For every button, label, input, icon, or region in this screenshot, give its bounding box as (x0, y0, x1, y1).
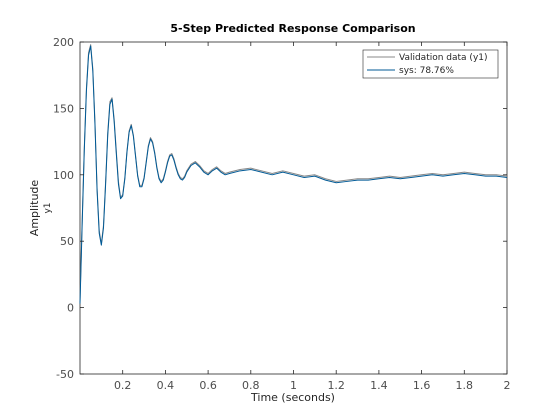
series-line-validation (79, 44, 508, 301)
x-tick-label: 0.2 (114, 379, 132, 392)
x-tick-label: 0.6 (199, 379, 217, 392)
x-axis: 0.2 0.4 0.6 0.8 1 1.2 1.4 1.6 1.8 2 (114, 42, 511, 392)
x-tick-label: 2 (504, 379, 511, 392)
y-axis: -50 0 50 100 150 200 (53, 36, 507, 381)
axes-box (79, 41, 508, 375)
y-axis-label: Amplitude (28, 180, 41, 237)
x-tick-label: 1.4 (370, 379, 388, 392)
y-tick-label: 100 (53, 169, 74, 182)
y-tick-label: 150 (53, 102, 74, 115)
x-tick-label: 1.8 (456, 379, 474, 392)
x-tick-label: 1.2 (327, 379, 345, 392)
x-tick-label: 0.8 (242, 379, 260, 392)
chart-title: 5-Step Predicted Response Comparison (170, 22, 415, 35)
y-tick-label: 200 (53, 36, 74, 49)
x-tick-label: 1 (290, 379, 297, 392)
legend: Validation data (y1) sys: 78.76% (362, 49, 499, 79)
legend-entry-validation: Validation data (y1) (399, 53, 488, 63)
y-tick-label: 50 (60, 235, 74, 248)
y-tick-label: -50 (56, 368, 74, 381)
x-tick-label: 1.6 (413, 379, 431, 392)
legend-box (362, 49, 499, 79)
y-axis-sublabel: y1 (43, 202, 53, 213)
y-tick-label: 0 (67, 302, 74, 315)
plot-area: 0.2 0.4 0.6 0.8 1 1.2 1.4 1.6 1.8 2 -50 0 50 100 150 2… (53, 36, 511, 392)
x-tick-label: 0.4 (157, 379, 175, 392)
series-layer (79, 44, 508, 304)
legend-entry-sys: sys: 78.76% (399, 66, 454, 76)
series-line-sys (79, 45, 508, 304)
x-axis-label: Time (seconds) (250, 391, 335, 404)
